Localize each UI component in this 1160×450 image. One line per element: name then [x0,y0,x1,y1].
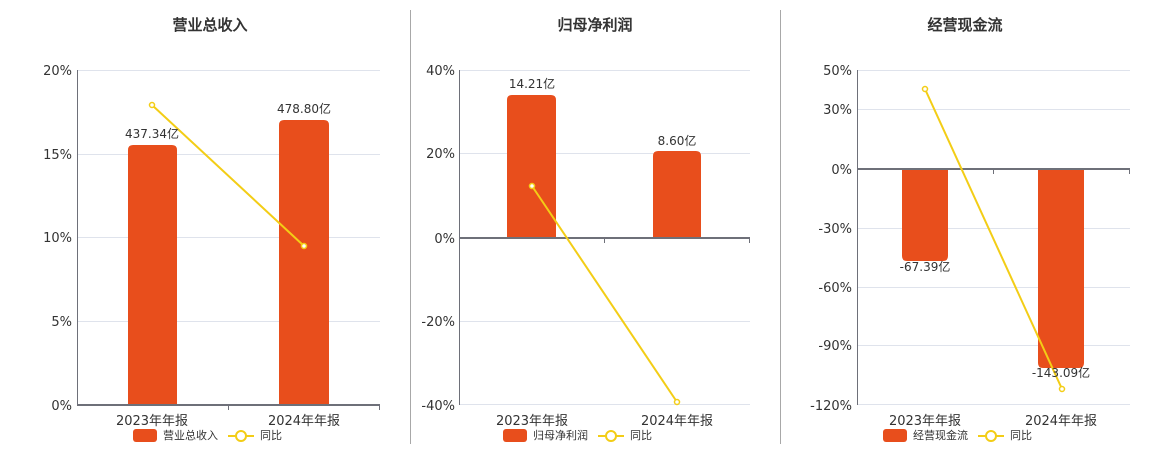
bar-2024[interactable] [653,151,701,238]
y-tick-label: -90% [818,339,852,354]
y-tick-label: 20% [426,147,455,162]
y-tick-label: -20% [421,315,455,330]
y-tick-label: 50% [823,64,852,79]
y-tick-label: 0% [51,399,72,414]
yoy-point-2023[interactable] [921,85,929,93]
legend-bar-label[interactable]: 归母净利润 [533,429,588,442]
x-category-label: 2024年年报 [641,414,713,429]
legend-line-icon[interactable] [978,429,1004,442]
panel-divider [780,10,781,444]
legend-bar-label[interactable]: 经营现金流 [913,429,968,442]
x-category-label: 2024年年报 [1025,414,1097,429]
legend: 营业总收入 同比 [133,427,282,443]
yoy-line [151,104,305,247]
bar-value-label: 14.21亿 [509,76,555,91]
bar-value-label: 437.34亿 [125,126,179,141]
chart-title: 经营现金流 [927,16,1003,34]
gridlines [857,70,1130,405]
y-tick-label: -30% [818,222,852,237]
y-tick-label: 30% [823,103,852,118]
y-tick-label: -60% [818,281,852,296]
bar-value-label: -67.39亿 [900,259,951,274]
bar-2023[interactable] [128,145,177,405]
y-tick-label: 0% [831,163,852,178]
yoy-point-2023[interactable] [528,182,536,190]
bar-value-label: 8.60亿 [658,133,697,148]
y-tick-label: 15% [43,148,72,163]
y-tick-label: 0% [434,232,455,247]
legend: 归母净利润 同比 [503,427,652,443]
y-tick-label: -120% [810,399,852,414]
chart-panel-net-profit: 归母净利润 40% 20% 0% -20% -40% 14.21亿 8.60亿 … [421,16,750,443]
gridlines [77,70,380,322]
legend-line-label[interactable]: 同比 [630,429,652,442]
chart-panel-revenue: 营业总收入 20% 15% 10% 5% 0% 437.34亿 478.80亿 … [0,0,410,450]
yoy-line [531,185,678,403]
bar-value-label: 478.80亿 [277,101,331,116]
chart-plot: 20% 15% 10% 5% 0% 437.34亿 478.80亿 2023年年… [43,64,380,429]
legend-bar-label[interactable]: 营业总收入 [163,429,218,442]
x-category-label: 2023年年报 [889,414,961,429]
y-tick-label: 40% [426,64,455,79]
x-category-label: 2023年年报 [496,414,568,429]
yoy-point-2024[interactable] [1058,385,1066,393]
bar-2024[interactable] [1038,169,1084,368]
chart-plot: 40% 20% 0% -20% -40% 14.21亿 8.60亿 2023年年… [421,64,750,429]
legend-line-label[interactable]: 同比 [260,429,282,442]
legend-line-icon[interactable] [228,429,254,442]
legend-line-icon[interactable] [598,429,624,442]
y-tick-label: 20% [43,64,72,79]
x-category-label: 2023年年报 [116,414,188,429]
panel-divider [410,10,411,444]
y-tick-label: 10% [43,231,72,246]
bar-2024[interactable] [279,120,329,405]
legend-bar-swatch[interactable] [503,428,527,442]
y-tick-label: -40% [421,399,455,414]
chart-title: 营业总收入 [172,16,248,34]
legend: 经营现金流 同比 [883,427,1032,443]
yoy-line [924,88,1063,390]
yoy-point-2024[interactable] [300,242,308,250]
yoy-point-2024[interactable] [673,398,681,406]
y-tick-label: 5% [51,315,72,330]
bar-2023[interactable] [902,169,948,261]
bar-value-label: -143.09亿 [1032,365,1090,380]
legend-line-label[interactable]: 同比 [1010,429,1032,442]
chart-title: 归母净利润 [557,16,633,34]
yoy-point-2023[interactable] [148,101,156,109]
x-category-label: 2024年年报 [268,414,340,429]
legend-bar-swatch[interactable] [133,428,157,442]
legend-bar-swatch[interactable] [883,428,907,442]
